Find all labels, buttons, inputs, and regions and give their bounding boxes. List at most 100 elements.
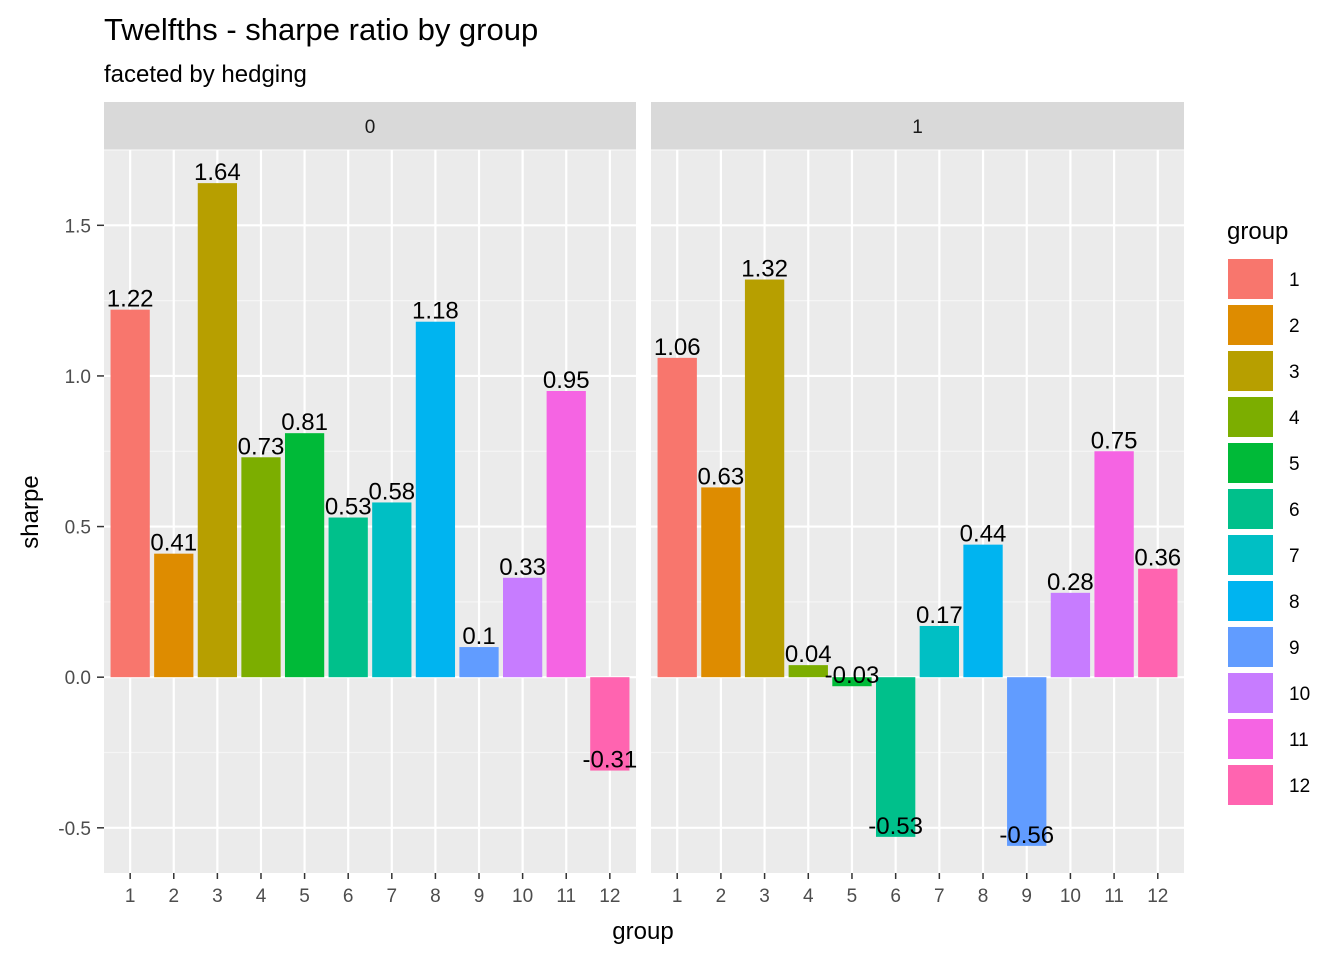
y-tick-label: 1.0 xyxy=(65,367,91,388)
legend-label: 9 xyxy=(1289,638,1300,659)
legend-item-7: 7 xyxy=(1228,535,1300,575)
data-label: 0.53 xyxy=(325,494,372,521)
bar-group-2 xyxy=(154,553,194,678)
legend-item-8: 8 xyxy=(1228,581,1300,621)
legend-item-12: 12 xyxy=(1228,765,1310,805)
bar-group-12 xyxy=(590,677,630,771)
x-tick-label: 9 xyxy=(1021,886,1032,907)
x-axis-title: group xyxy=(612,918,673,945)
data-label: 1.06 xyxy=(654,334,701,361)
legend-label: 11 xyxy=(1289,730,1309,751)
data-label: 0.81 xyxy=(281,409,328,436)
x-tick-label: 5 xyxy=(299,886,310,907)
bar-group-5 xyxy=(832,677,872,687)
legend-swatch xyxy=(1228,489,1273,529)
facet-strip xyxy=(651,102,1184,150)
data-label: -0.56 xyxy=(999,822,1054,849)
legend-swatch xyxy=(1228,581,1273,621)
legend-item-5: 5 xyxy=(1228,443,1300,483)
bar-group-5 xyxy=(284,433,325,678)
data-label: -0.53 xyxy=(868,813,923,840)
bar-group-11 xyxy=(546,391,586,678)
data-label: 0.58 xyxy=(368,478,415,505)
x-tick-label: 1 xyxy=(125,886,136,907)
bar-group-6 xyxy=(875,677,916,837)
data-label: 0.75 xyxy=(1091,427,1138,454)
legend-swatch xyxy=(1228,719,1273,759)
y-tick-label: 1.5 xyxy=(65,216,91,237)
legend-label: 5 xyxy=(1289,454,1300,475)
bar-group-11 xyxy=(1094,451,1134,678)
bar-group-4 xyxy=(788,665,828,678)
bar-group-6 xyxy=(328,517,368,678)
facet-panel-0: 0 1.22 0.41 1.64 0.730.81 0.530.58 1.18 0.1 0.33… xyxy=(104,102,637,907)
x-tick-label: 10 xyxy=(512,886,533,907)
x-tick-label: 2 xyxy=(168,886,179,907)
bar-group-8 xyxy=(963,544,1003,678)
facet-panels: 0 1.22 0.41 1.64 0.730.81 0.530.58 1.18 0.1 0.33… xyxy=(104,102,1184,907)
bar-group-4 xyxy=(241,457,281,678)
bar-group-1 xyxy=(110,309,150,678)
x-tick-label: 11 xyxy=(556,886,576,907)
legend-swatch xyxy=(1228,259,1273,299)
data-label: 0.63 xyxy=(698,463,745,490)
data-label: 0.36 xyxy=(1134,545,1181,572)
data-label: -0.03 xyxy=(825,662,880,689)
bar-group-3 xyxy=(744,279,785,678)
y-axis: -0.5 0.0 0.5 1.0 1.5 xyxy=(58,216,104,840)
bar-group-3 xyxy=(197,183,237,678)
bar-group-7 xyxy=(372,502,412,678)
x-tick-label: 5 xyxy=(847,886,858,907)
bar-group-7 xyxy=(919,625,960,678)
legend-swatch xyxy=(1228,765,1273,805)
legend-swatch xyxy=(1228,351,1273,391)
x-tick-label: 7 xyxy=(387,886,398,907)
x-tick-label: 3 xyxy=(212,886,223,907)
legend-label: 2 xyxy=(1289,316,1300,337)
x-tick-label: 8 xyxy=(430,886,441,907)
x-tick-label: 6 xyxy=(343,886,354,907)
data-label: -0.31 xyxy=(582,747,637,774)
data-label: 0.1 xyxy=(462,623,495,650)
data-label: 1.18 xyxy=(412,298,459,325)
x-tick-label: 9 xyxy=(474,886,485,907)
legend-label: 10 xyxy=(1289,684,1310,705)
legend-label: 8 xyxy=(1289,592,1300,613)
data-labels: 1.22 0.41 1.64 0.730.81 0.530.58 1.18 0.1 0.33 0… xyxy=(107,159,637,773)
data-label: 0.33 xyxy=(499,554,546,581)
legend-item-1: 1 xyxy=(1228,259,1300,299)
facet-strip-label: 1 xyxy=(912,117,923,138)
x-tick-label: 12 xyxy=(599,886,620,907)
legend-title: group xyxy=(1227,218,1288,245)
legend-label: 6 xyxy=(1289,500,1300,521)
data-labels: 1.06 0.63 1.32 0.04-0.03 -0.53 0.17 0.44 -0.56 0… xyxy=(654,256,1181,849)
bar-group-8 xyxy=(415,321,456,678)
legend-item-4: 4 xyxy=(1228,397,1300,437)
legend-label: 12 xyxy=(1289,776,1310,797)
data-label: 1.32 xyxy=(741,256,788,283)
x-tick-label: 3 xyxy=(759,886,770,907)
legend-item-9: 9 xyxy=(1228,627,1300,667)
legend-item-6: 6 xyxy=(1228,489,1300,529)
legend-label: 1 xyxy=(1289,270,1300,291)
data-label: 0.04 xyxy=(785,641,832,668)
bar-group-9 xyxy=(1007,677,1047,846)
x-tick-label: 11 xyxy=(1104,886,1124,907)
x-tick-label: 8 xyxy=(978,886,989,907)
y-tick-label: 0.0 xyxy=(65,668,91,689)
legend-item-10: 10 xyxy=(1228,673,1310,713)
legend-label: 4 xyxy=(1289,408,1300,429)
x-axis-ticks: 1 2 3 4 5 6 7 8 9 10 11 12 xyxy=(125,873,620,907)
data-label: 0.73 xyxy=(238,433,285,460)
facet-strip xyxy=(104,102,636,150)
x-tick-label: 2 xyxy=(716,886,727,907)
y-axis-title: sharpe xyxy=(17,475,44,548)
data-label: 1.64 xyxy=(194,159,241,186)
legend-label: 7 xyxy=(1289,546,1300,567)
x-tick-label: 12 xyxy=(1147,886,1168,907)
bars xyxy=(657,279,1178,846)
data-label: 1.22 xyxy=(107,286,154,313)
data-label: 0.41 xyxy=(150,530,197,557)
legend-swatch xyxy=(1228,673,1273,713)
